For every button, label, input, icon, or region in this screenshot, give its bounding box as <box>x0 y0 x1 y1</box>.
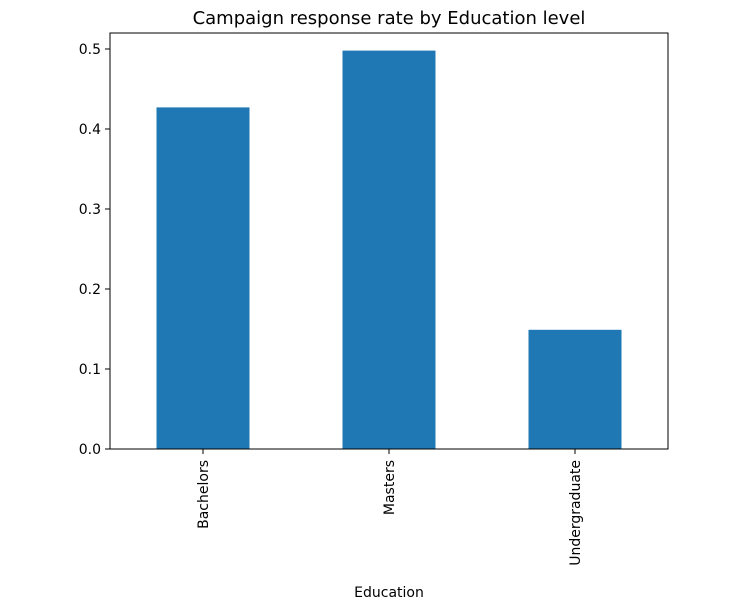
y-tick-label: 0.1 <box>79 362 101 378</box>
y-tick-label: 0.4 <box>79 122 101 138</box>
bar-bachelors <box>156 107 250 450</box>
y-axis: 0.0 0.1 0.2 0.3 0.4 0.5 <box>79 42 110 458</box>
bar-undergraduate <box>528 329 622 449</box>
plot-frame <box>109 32 669 450</box>
y-tick-label: 0.2 <box>79 282 101 298</box>
x-axis-label: Education <box>354 585 424 601</box>
x-tick-label: Undergraduate <box>568 460 584 566</box>
x-axis: Bachelors Masters Undergraduate <box>196 449 584 566</box>
y-tick-label: 0.3 <box>79 202 101 218</box>
chart-title: Campaign response rate by Education leve… <box>193 8 586 29</box>
y-tick-label: 0.5 <box>79 42 101 58</box>
x-tick-label: Masters <box>382 460 398 515</box>
x-tick-label: Bachelors <box>196 460 212 529</box>
y-tick-label: 0.0 <box>79 442 101 458</box>
bars-group <box>156 50 622 450</box>
bar-masters <box>342 50 436 449</box>
